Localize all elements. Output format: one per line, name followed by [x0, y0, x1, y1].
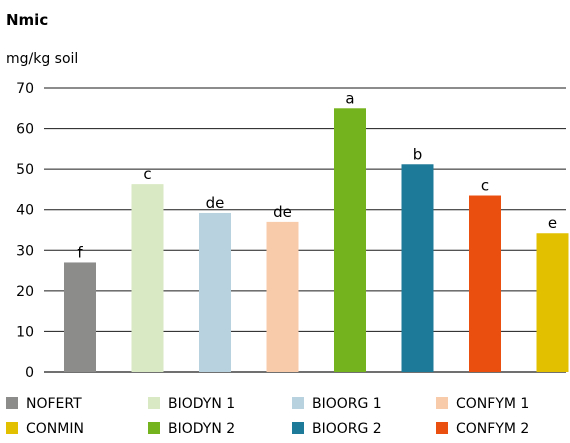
significance-letter: c [143, 165, 151, 183]
bar-biodyn-2 [334, 108, 366, 373]
legend-swatch [6, 397, 18, 409]
legend-label: BIODYN 1 [168, 396, 235, 412]
y-tick-label: 0 [25, 365, 34, 381]
significance-letter: e [548, 214, 557, 232]
legend-label: CONMIN [26, 421, 84, 437]
significance-letter: b [413, 145, 423, 163]
bar-nofert [64, 262, 96, 372]
y-tick-label: 60 [16, 122, 34, 138]
significance-letter: c [481, 177, 489, 195]
significance-letter: a [345, 89, 354, 107]
y-tick-label: 10 [16, 324, 34, 340]
legend-swatch [436, 397, 448, 409]
legend-swatch [148, 397, 160, 409]
bar-biodyn-1 [131, 184, 164, 372]
chart-title: Nmic [6, 11, 48, 29]
legend-label: BIOORG 2 [312, 421, 382, 437]
legend-swatch [148, 422, 160, 434]
bar-conmin [536, 233, 569, 372]
legend-label: NOFERT [26, 396, 82, 412]
legend-label: BIODYN 2 [168, 421, 235, 437]
significance-letter: de [273, 203, 292, 221]
legend-swatch [6, 422, 18, 434]
legend-label: CONFYM 1 [456, 396, 529, 412]
y-tick-label: 20 [16, 284, 34, 300]
y-axis-unit-label: mg/kg soil [6, 51, 78, 67]
legend-swatch [292, 397, 304, 409]
bar-confym-2 [469, 195, 501, 372]
legend-label: BIOORG 1 [312, 396, 382, 412]
significance-letter: f [77, 243, 83, 261]
bar-bioorg-1 [199, 212, 231, 372]
y-tick-label: 50 [16, 162, 34, 178]
significance-letter: de [206, 194, 225, 212]
y-tick-label: 40 [16, 203, 34, 219]
legend-label: CONFYM 2 [456, 421, 529, 437]
bar-bioorg-2 [401, 164, 434, 372]
y-tick-label: 70 [16, 81, 34, 97]
legend-swatch [292, 422, 304, 434]
y-tick-label: 30 [16, 243, 34, 259]
bar-confym-1 [266, 221, 299, 372]
legend-swatch [436, 422, 448, 434]
